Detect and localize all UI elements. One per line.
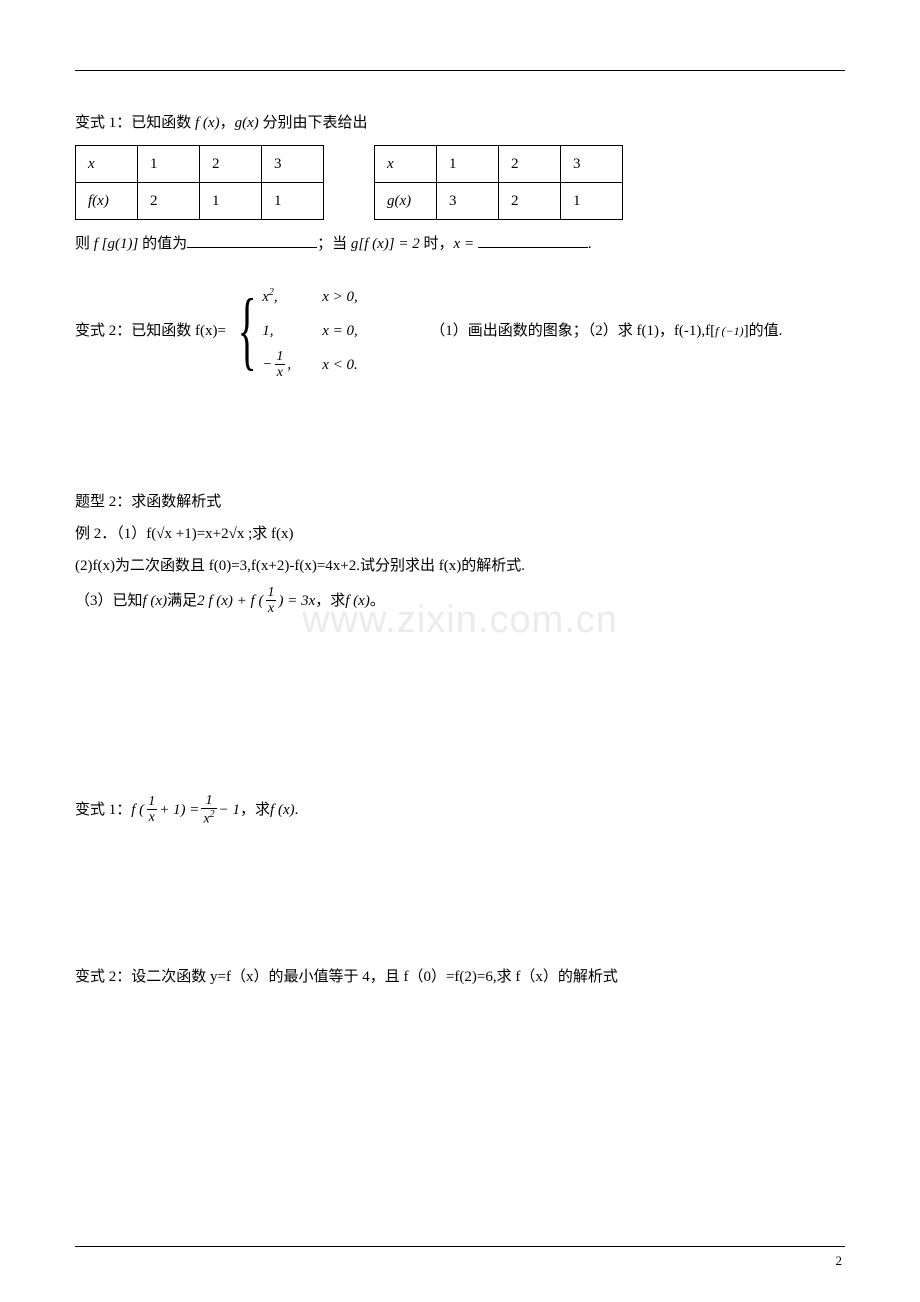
case-val: x2, [262,285,322,309]
suffix: 分别由下表给出 [259,115,368,131]
top-rule [75,70,845,71]
case-cond: x > 0, [322,285,412,309]
case-row: 1, x = 0, [262,314,412,348]
page-number: 2 [836,1251,843,1272]
table-row: f(x) 2 1 1 [76,183,324,220]
cases: x2, x > 0, 1, x = 0, −1x, x < 0. [262,280,412,382]
prefix: 变式 2：已知函数 f(x)= [75,319,226,343]
example2-3: （3）已知 f (x) 满足 2 f (x) + f (1x) = 3x，求 f… [75,586,845,616]
variant1-ex: 变式 1： f (1x + 1) = 1x2 − 1，求 f (x) . [75,794,845,827]
cell: 2 [499,183,561,220]
variant1-intro: 变式 1：已知函数 f (x)，g(x) 分别由下表给出 [75,111,845,135]
expr: f [g(1)] [94,236,139,252]
cell: 3 [437,183,499,220]
brace-icon: { [238,291,257,370]
table-row: x 1 2 3 [76,146,324,183]
t: 时， [420,236,454,252]
t: 的值为 [138,236,187,252]
tables-row: x 1 2 3 f(x) 2 1 1 x 1 2 3 g(x) 3 2 1 [75,145,845,220]
period: . [588,236,592,252]
cell: 1 [200,183,262,220]
cell: 1 [561,183,623,220]
cell: f(x) [76,183,138,220]
cell: g(x) [375,183,437,220]
cell: 2 [138,183,200,220]
cell: x [375,146,437,183]
table-g: x 1 2 3 g(x) 3 2 1 [374,145,623,220]
case-val: 1, [262,319,322,343]
variant2-piecewise: 变式 2：已知函数 f(x)= { x2, x > 0, 1, x = 0, −… [75,280,845,382]
example2-1: 例 2．（1）f(√x +1)=x+2√x ;求 f(x) [75,522,845,546]
table-row: g(x) 3 2 1 [375,183,623,220]
cell: 3 [561,146,623,183]
variant2-ex: 变式 2：设二次函数 y=f（x）的最小值等于 4，且 f（0）=f(2)=6,… [75,965,845,989]
table-f: x 1 2 3 f(x) 2 1 1 [75,145,324,220]
blank [478,233,588,248]
section2-title: 题型 2：求函数解析式 [75,490,845,514]
example2-2: (2)f(x)为二次函数且 f(0)=3,f(x+2)-f(x)=4x+2.试分… [75,554,845,578]
text: 变式 1：已知函数 [75,115,195,131]
case-cond: x < 0. [322,353,412,377]
expr: g[f (x)] = 2 [351,236,420,252]
comma: ， [220,115,235,131]
blank [187,233,317,248]
fill-blank-line: 则 f [g(1)] 的值为 ；当 g[f (x)] = 2 时，x = . [75,232,845,256]
cell: 3 [262,146,324,183]
expr: x = [454,236,478,252]
cell: 1 [262,183,324,220]
case-row: −1x, x < 0. [262,348,412,382]
table-row: x 1 2 3 [375,146,623,183]
t: ；当 [317,236,351,252]
cell: x [76,146,138,183]
fx: f (x) [195,115,220,131]
case-cond: x = 0, [322,319,412,343]
cell: 1 [138,146,200,183]
cell: 2 [200,146,262,183]
case-val: −1x, [262,350,322,380]
tasks: （1）画出函数的图象；（2）求 f(1)，f(-1),f[f (−1)]的值. [430,319,782,343]
cell: 2 [499,146,561,183]
piecewise: { x2, x > 0, 1, x = 0, −1x, x < 0. [226,280,412,382]
cell: 1 [437,146,499,183]
t: 则 [75,236,94,252]
case-row: x2, x > 0, [262,280,412,314]
footer-rule [75,1246,845,1247]
gx: g(x) [235,115,259,131]
